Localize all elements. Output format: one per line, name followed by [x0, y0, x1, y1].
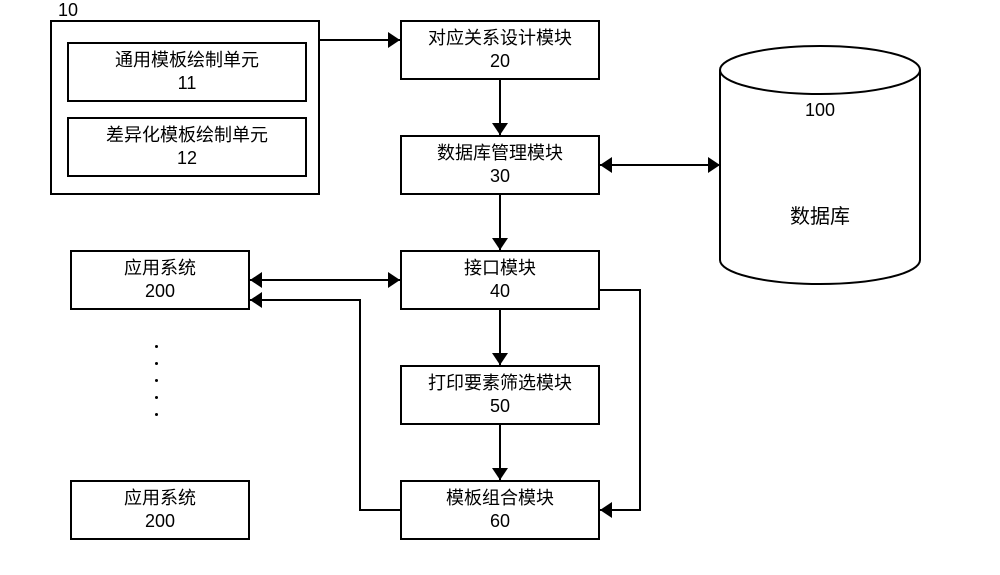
unit-11-title: 通用模板绘制单元 — [115, 49, 259, 72]
unit-12: 差异化模板绘制单元 12 — [67, 117, 307, 177]
app-system-2-title: 应用系统 — [124, 487, 196, 510]
module-50-num: 50 — [490, 395, 510, 418]
app-system-1-num: 200 — [145, 280, 175, 303]
module-40-num: 40 — [490, 280, 510, 303]
module-60-num: 60 — [490, 510, 510, 533]
module-50-title: 打印要素筛选模块 — [428, 372, 572, 395]
db-num: 100 — [770, 100, 870, 121]
app-system-1-title: 应用系统 — [124, 257, 196, 280]
dot — [155, 379, 158, 382]
module-60: 模板组合模块 60 — [400, 480, 600, 540]
dot — [155, 345, 158, 348]
db-title: 数据库 — [770, 200, 870, 229]
module-30: 数据库管理模块 30 — [400, 135, 600, 195]
module-20-title: 对应关系设计模块 — [428, 27, 572, 50]
dot — [155, 413, 158, 416]
dot — [155, 396, 158, 399]
unit-11-num: 11 — [178, 72, 197, 95]
module-50: 打印要素筛选模块 50 — [400, 365, 600, 425]
app-system-2-num: 200 — [145, 510, 175, 533]
unit-12-title: 差异化模板绘制单元 — [106, 124, 268, 147]
module-40-title: 接口模块 — [464, 257, 536, 280]
ellipsis-dots — [155, 345, 158, 416]
module-10-container: 通用模板绘制单元 11 差异化模板绘制单元 12 — [50, 20, 320, 195]
unit-12-num: 12 — [177, 147, 197, 170]
unit-11: 通用模板绘制单元 11 — [67, 42, 307, 102]
app-system-1: 应用系统 200 — [70, 250, 250, 310]
module-30-num: 30 — [490, 165, 510, 188]
module-40: 接口模块 40 — [400, 250, 600, 310]
module-20-num: 20 — [490, 50, 510, 73]
module-20: 对应关系设计模块 20 — [400, 20, 600, 80]
module-10-label: 10 — [58, 0, 78, 21]
module-60-title: 模板组合模块 — [446, 487, 554, 510]
app-system-2: 应用系统 200 — [70, 480, 250, 540]
dot — [155, 362, 158, 365]
module-30-title: 数据库管理模块 — [437, 142, 563, 165]
